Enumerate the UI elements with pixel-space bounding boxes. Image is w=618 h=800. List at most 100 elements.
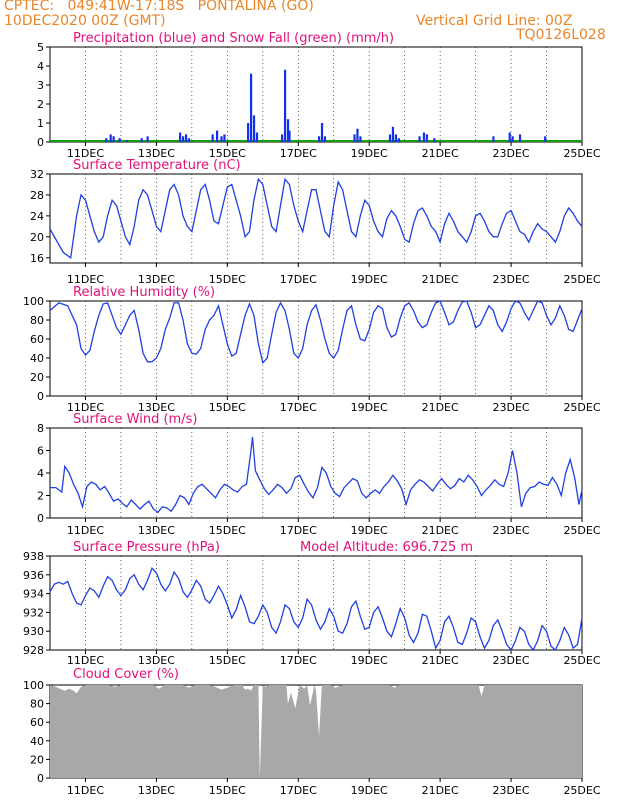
x-tick-label: 11DEC [67, 654, 104, 667]
precip-bar [397, 138, 400, 142]
x-tick-label: 17DEC [280, 654, 317, 667]
x-tick-label: 13DEC [138, 654, 175, 667]
panel-title: Relative Humidity (%) [73, 285, 215, 300]
precip-bar [187, 138, 191, 142]
x-tick-label: 21DEC [422, 147, 459, 160]
x-tick-label: 13DEC [138, 784, 175, 797]
x-tick-label: 17DEC [280, 524, 317, 537]
precip-bar [182, 136, 185, 142]
precip-bar [223, 134, 226, 142]
precip-bar [247, 123, 250, 142]
y-tick-label: 20 [30, 231, 44, 244]
precip-bar [418, 136, 421, 142]
precip-bar [118, 138, 121, 142]
x-tick-label: 15DEC [209, 401, 246, 414]
x-tick-label: 11DEC [67, 524, 104, 537]
y-tick-label: 100 [23, 679, 44, 692]
series-line [49, 177, 583, 259]
x-tick-label: 13DEC [138, 273, 175, 286]
x-tick-label: 15DEC [209, 273, 246, 286]
precip-bar [391, 126, 395, 142]
x-tick-label: 13DEC [138, 524, 175, 537]
header-location: CPTEC: 049:41W-17:18S PONTALINA (GO) [4, 0, 314, 14]
y-tick-label: 4 [37, 60, 44, 73]
x-tick-label: 23DEC [493, 273, 530, 286]
header-model-code: TQ0126L028 [516, 27, 606, 43]
x-tick-label: 25DEC [563, 654, 600, 667]
x-tick-label: 25DEC [563, 524, 600, 537]
x-tick-label: 19DEC [351, 401, 388, 414]
x-tick-label: 15DEC [209, 524, 246, 537]
precip-bar [215, 130, 219, 142]
y-tick-label: 40 [30, 735, 44, 748]
precip-bar [388, 134, 392, 142]
x-tick-label: 13DEC [138, 147, 175, 160]
precip-bar [323, 136, 327, 142]
precip-bar [288, 130, 291, 142]
x-tick-label: 13DEC [138, 401, 175, 414]
x-tick-label: 25DEC [563, 147, 600, 160]
y-tick-label: 5 [37, 41, 44, 54]
x-tick-label: 25DEC [563, 273, 600, 286]
precip-bar [394, 134, 397, 142]
panel-frame [49, 173, 583, 264]
precip-bar [252, 115, 256, 142]
x-tick-label: 19DEC [351, 273, 388, 286]
panel-frame [49, 46, 583, 143]
x-tick-label: 11DEC [67, 401, 104, 414]
y-tick-label: 60 [30, 333, 44, 346]
y-tick-label: 934 [23, 588, 44, 601]
x-tick-label: 17DEC [280, 147, 317, 160]
precip-bar [112, 136, 115, 142]
x-tick-label: 17DEC [280, 273, 317, 286]
x-tick-label: 11DEC [67, 273, 104, 286]
series-line [49, 566, 583, 652]
x-tick-label: 11DEC [67, 784, 104, 797]
x-tick-label: 23DEC [493, 524, 530, 537]
x-tick-label: 11DEC [67, 147, 104, 160]
precip-bar [184, 134, 188, 142]
panel-title: Precipitation (blue) and Snow Fall (gree… [73, 31, 394, 46]
precip-bar [125, 140, 129, 142]
panel-frame [49, 300, 583, 397]
y-tick-label: 2 [37, 490, 44, 503]
y-tick-label: 3 [37, 79, 44, 92]
x-tick-label: 15DEC [209, 654, 246, 667]
precip-bar [249, 73, 253, 142]
precip-bar [508, 132, 511, 142]
x-tick-label: 19DEC [351, 147, 388, 160]
x-tick-label: 19DEC [351, 654, 388, 667]
panel-annotation: Model Altitude: 696.725 m [300, 540, 473, 555]
y-tick-label: 0 [37, 772, 44, 785]
y-tick-label: 932 [23, 606, 44, 619]
cloud-cover-area [50, 685, 582, 778]
x-tick-label: 21DEC [422, 784, 459, 797]
panel-frame [49, 427, 583, 519]
y-tick-label: 100 [23, 295, 44, 308]
precip-bar [544, 136, 547, 142]
y-tick-label: 20 [30, 371, 44, 384]
x-tick-label: 23DEC [493, 147, 530, 160]
y-tick-label: 28 [30, 189, 44, 202]
series-line [49, 300, 583, 365]
panel-title: Surface Wind (m/s) [73, 412, 197, 427]
y-tick-label: 930 [23, 625, 44, 638]
x-tick-label: 17DEC [280, 784, 317, 797]
y-tick-label: 32 [30, 168, 44, 181]
precip-bar [422, 132, 426, 142]
precip-bar [140, 138, 143, 142]
panel-title: Cloud Cover (%) [73, 667, 179, 682]
panel-frame [49, 555, 583, 651]
x-tick-label: 23DEC [493, 401, 530, 414]
precip-bar [281, 134, 284, 142]
y-tick-label: 4 [37, 467, 44, 480]
header-vertical-grid: Vertical Grid Line: 00Z [416, 13, 573, 29]
y-tick-label: 6 [37, 445, 44, 458]
y-tick-label: 2 [37, 98, 44, 111]
series-line [50, 436, 583, 514]
precip-bar [179, 132, 182, 142]
precip-bar [353, 134, 356, 142]
x-tick-label: 17DEC [280, 401, 317, 414]
y-tick-label: 0 [37, 136, 44, 149]
